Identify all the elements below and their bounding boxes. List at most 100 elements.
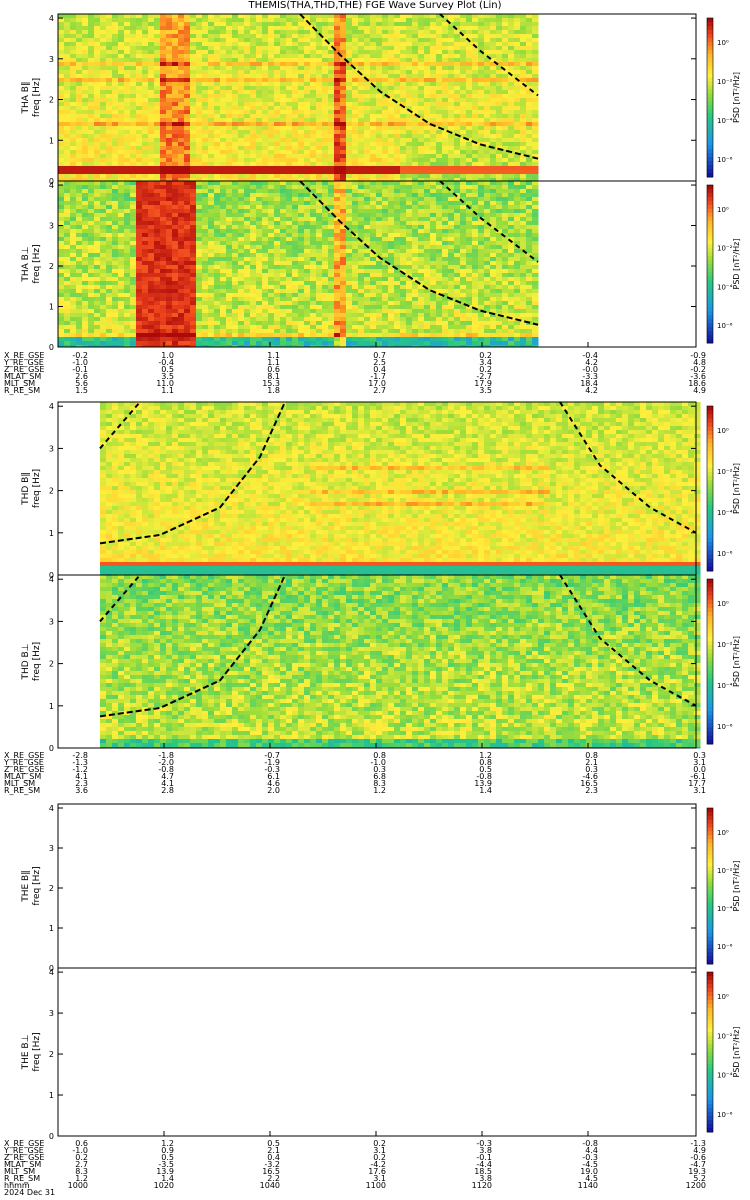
spectrogram-cell xyxy=(406,58,413,63)
spectrogram-cell xyxy=(364,134,371,139)
spectrogram-cell xyxy=(172,293,179,298)
spectrogram-cell xyxy=(94,94,101,99)
spectrogram-cell xyxy=(280,233,287,238)
spectrogram-cell xyxy=(100,122,107,127)
spectrogram-cell xyxy=(268,321,275,326)
spectrogram-cell xyxy=(172,321,179,326)
spectrogram-cell xyxy=(190,265,197,270)
spectrogram-cell xyxy=(508,110,515,115)
spectrogram-cell xyxy=(220,82,227,87)
spectrogram-cell xyxy=(346,134,353,139)
spectrogram-cell xyxy=(94,22,101,27)
spectrogram-cell xyxy=(226,82,233,87)
spectrogram-cell xyxy=(268,42,275,47)
spectrogram-cell xyxy=(526,130,533,135)
spectrogram-cell xyxy=(286,14,293,19)
spectrogram-cell xyxy=(202,313,209,318)
spectrogram-cell xyxy=(442,90,449,95)
spectrogram-cell xyxy=(418,38,425,43)
spectrogram-cell xyxy=(364,114,371,119)
spectrogram-cell xyxy=(178,142,185,147)
spectrogram-cell xyxy=(478,102,485,107)
spectrogram-cell xyxy=(376,66,383,71)
colorbar-cell xyxy=(707,141,713,145)
spectrogram-cell xyxy=(280,197,287,202)
spectrogram-cell xyxy=(454,166,461,171)
spectrogram-cell xyxy=(154,130,161,135)
spectrogram-cell xyxy=(226,213,233,218)
spectrogram-cell xyxy=(166,110,173,115)
spectrogram-cell xyxy=(298,130,305,135)
spectrogram-cell xyxy=(238,253,245,258)
spectrogram-cell xyxy=(76,193,83,198)
spectrogram-cell xyxy=(286,90,293,95)
spectrogram-cell xyxy=(64,321,71,326)
spectrogram-cell xyxy=(226,293,233,298)
spectrogram-cell xyxy=(208,245,215,250)
spectrogram-cell xyxy=(136,90,143,95)
spectrogram-cell xyxy=(322,170,329,175)
spectrogram-cell xyxy=(364,82,371,87)
spectrogram-cell xyxy=(82,309,89,314)
spectrogram-cell xyxy=(412,14,419,19)
spectrogram-cell xyxy=(160,273,167,278)
spectrogram-cell xyxy=(184,50,191,55)
spectrogram-cell xyxy=(412,90,419,95)
spectrogram-cell xyxy=(88,18,95,23)
spectrogram-cell xyxy=(310,14,317,19)
spectrogram-cell xyxy=(58,62,65,67)
spectrogram-cell xyxy=(526,118,533,123)
spectrogram-cell xyxy=(214,225,221,230)
spectrogram-cell xyxy=(454,18,461,23)
spectrogram-cell xyxy=(214,245,221,250)
spectrogram-cell xyxy=(172,74,179,79)
spectrogram-cell xyxy=(112,90,119,95)
spectrogram-cell xyxy=(298,42,305,47)
spectrogram-cell xyxy=(412,170,419,175)
spectrogram-cell xyxy=(196,265,203,270)
spectrogram-cell xyxy=(70,150,77,155)
spectrogram-cell xyxy=(382,18,389,23)
spectrogram-cell xyxy=(508,86,515,91)
spectrogram-cell xyxy=(208,225,215,230)
spectrogram-cell xyxy=(118,281,125,286)
spectrogram-cell xyxy=(430,114,437,119)
spectrogram-cell xyxy=(448,142,455,147)
spectrogram-cell xyxy=(412,154,419,159)
spectrogram-cell xyxy=(118,297,125,302)
spectrogram-cell xyxy=(436,50,443,55)
spectrogram-cell xyxy=(334,106,341,111)
spectrogram-cell xyxy=(220,126,227,131)
spectrogram-cell xyxy=(310,154,317,159)
spectrogram-cell xyxy=(196,86,203,91)
spectrogram-cell xyxy=(184,114,191,119)
spectrogram-cell xyxy=(208,126,215,131)
spectrogram-cell xyxy=(376,14,383,19)
spectrogram-cell xyxy=(226,154,233,159)
spectrogram-cell xyxy=(358,62,365,67)
spectrogram-cell xyxy=(172,257,179,262)
spectrogram-cell xyxy=(370,66,377,71)
spectrogram-cell xyxy=(262,62,269,67)
spectrogram-cell xyxy=(76,241,83,246)
spectrogram-cell xyxy=(238,170,245,175)
spectrogram-cell xyxy=(340,34,347,39)
spectrogram-cell xyxy=(394,70,401,75)
spectrogram-cell xyxy=(514,146,521,151)
spectrogram-cell xyxy=(208,170,215,175)
spectrogram-cell xyxy=(70,281,77,286)
spectrogram-cell xyxy=(88,50,95,55)
spectrogram-cell xyxy=(154,106,161,111)
spectrogram-cell xyxy=(226,265,233,270)
spectrogram-cell xyxy=(148,26,155,31)
spectrogram-cell xyxy=(256,150,263,155)
spectrogram-cell xyxy=(304,110,311,115)
spectrogram-cell xyxy=(364,18,371,23)
spectrogram-cell xyxy=(226,86,233,91)
spectrogram-cell xyxy=(166,333,173,338)
spectrogram-cell xyxy=(334,78,341,83)
spectrogram-cell xyxy=(190,138,197,143)
spectrogram-cell xyxy=(268,185,275,190)
spectrogram-cell xyxy=(496,126,503,131)
spectrogram-cell xyxy=(208,213,215,218)
